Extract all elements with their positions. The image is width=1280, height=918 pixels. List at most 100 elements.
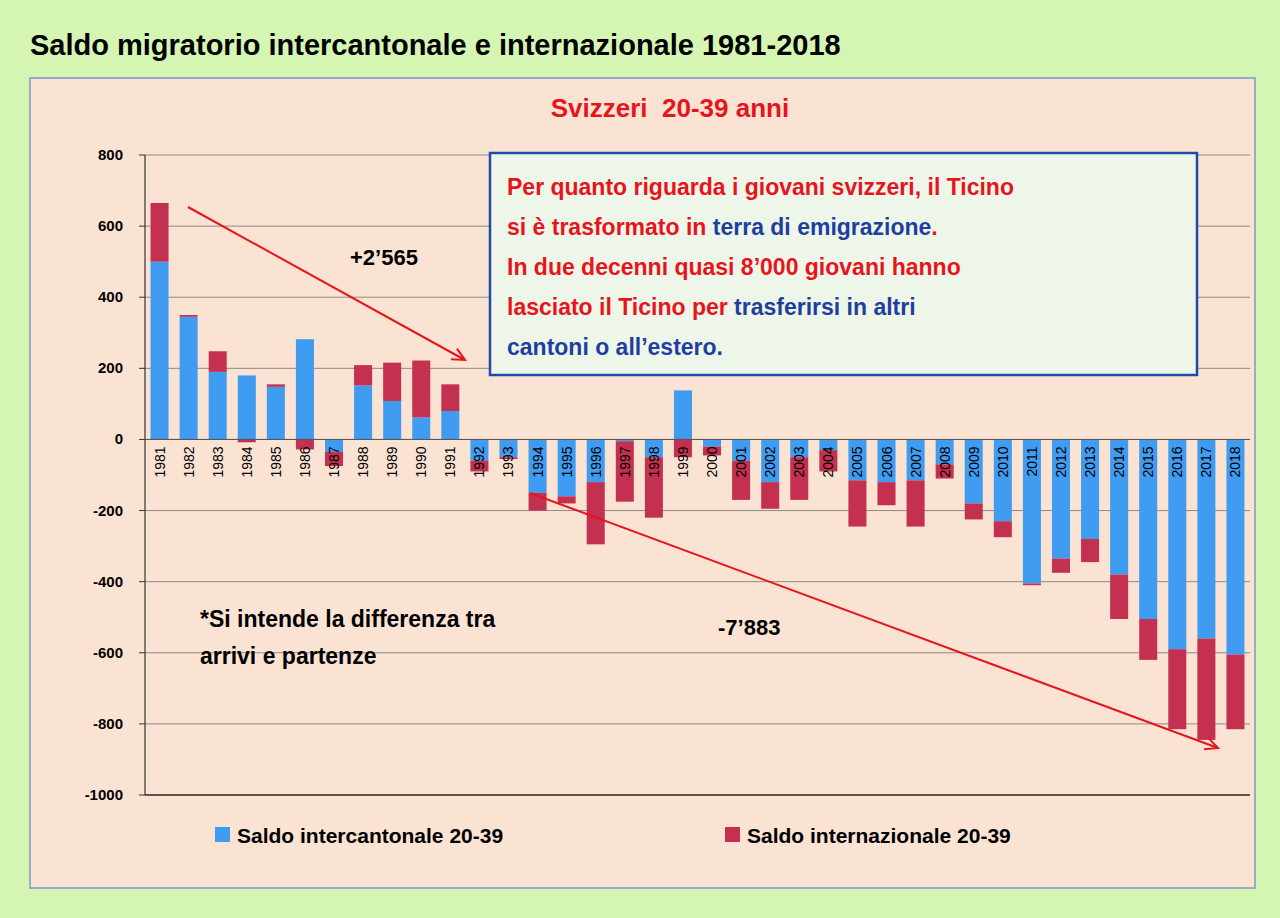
y-tick-label: -200 — [93, 502, 123, 519]
text-box-segment: . — [931, 214, 937, 240]
bar — [296, 339, 314, 439]
tick-mark — [139, 297, 145, 298]
bar — [877, 439, 895, 482]
x-tick-label: 2010 — [995, 446, 1011, 477]
bar — [907, 439, 925, 480]
bar — [994, 439, 1012, 521]
bar — [587, 439, 605, 482]
bar — [441, 411, 459, 439]
bar — [558, 496, 576, 503]
bar — [1168, 649, 1186, 729]
x-tick-label: 2004 — [820, 446, 836, 477]
bar — [354, 365, 372, 385]
legend-label: Saldo intercantonale 20-39 — [237, 824, 503, 847]
tick-mark — [139, 795, 145, 796]
x-tick-label: 2006 — [879, 446, 895, 477]
x-tick-label: 2008 — [937, 446, 953, 477]
text-box — [490, 153, 1197, 375]
bar — [180, 315, 198, 317]
bar — [907, 480, 925, 526]
x-tick-label: 1988 — [355, 446, 371, 477]
x-tick-label: 1994 — [530, 446, 546, 477]
bar — [180, 317, 198, 440]
bar — [1081, 439, 1099, 539]
x-tick-label: 2000 — [704, 446, 720, 477]
bar — [877, 482, 895, 505]
y-tick-label: 0 — [115, 430, 123, 447]
text-box-line: Per quanto riguarda i giovani svizzeri, … — [507, 174, 1014, 200]
x-tick-label: 1993 — [500, 446, 516, 477]
bar — [848, 480, 866, 526]
bar — [587, 482, 605, 544]
bar — [151, 203, 169, 262]
grid-line — [145, 439, 1250, 440]
bar — [761, 439, 779, 482]
bar — [1139, 619, 1157, 660]
text-box-line: In due decenni quasi 8’000 giovani hanno — [507, 254, 961, 280]
arrow — [530, 493, 1218, 748]
x-tick-label: 1981 — [152, 446, 168, 477]
grid-line — [145, 581, 1250, 582]
text-box-line: lasciato il Ticino per trasferirsi in al… — [507, 294, 916, 320]
x-tick-label: 1984 — [239, 446, 255, 477]
tick-mark — [139, 581, 145, 582]
y-tick-label: 600 — [98, 217, 123, 234]
x-tick-label: 1996 — [588, 446, 604, 477]
bar — [412, 361, 430, 418]
bar — [238, 375, 256, 439]
title: Saldo migratorio intercantonale e intern… — [30, 29, 841, 61]
bar — [1168, 439, 1186, 649]
x-tick-label: 2003 — [791, 446, 807, 477]
tick-mark — [139, 510, 145, 511]
x-tick-label: 1986 — [297, 446, 313, 477]
x-tick-label: 1995 — [559, 446, 575, 477]
x-tick-label: 1991 — [442, 446, 458, 477]
bar — [1023, 583, 1041, 585]
bar — [1110, 575, 1128, 619]
x-tick-label: 1987 — [326, 446, 342, 477]
text-box-line: cantoni o all’estero. — [507, 334, 723, 360]
bar — [1197, 639, 1215, 740]
x-tick-label: 2015 — [1140, 446, 1156, 477]
arrow-head — [451, 349, 465, 360]
x-tick-label: 2016 — [1169, 446, 1185, 477]
bar — [354, 385, 372, 439]
tick-mark — [139, 439, 145, 440]
x-tick-label: 2018 — [1227, 446, 1243, 477]
bar — [1110, 439, 1128, 574]
bar — [209, 351, 227, 372]
text-box-segment: In due decenni quasi 8’000 giovani hanno — [507, 254, 961, 280]
bar — [965, 439, 983, 503]
x-tick-label: 2014 — [1111, 446, 1127, 477]
x-tick-label: 2013 — [1082, 446, 1098, 477]
x-tick-label: 2009 — [966, 446, 982, 477]
bar — [1081, 539, 1099, 562]
x-tick-label: 2007 — [908, 446, 924, 477]
bar — [994, 521, 1012, 537]
text-box-segment: trasferirsi in altri — [734, 294, 916, 320]
x-tick-label: 1990 — [413, 446, 429, 477]
x-tick-label: 1998 — [646, 446, 662, 477]
tick-mark — [139, 226, 145, 227]
annotation: +2’565 — [350, 245, 418, 270]
bar — [267, 384, 285, 386]
x-tick-label: 2001 — [733, 446, 749, 477]
legend-swatch — [215, 827, 230, 842]
y-tick-label: 400 — [98, 288, 123, 305]
bar — [1139, 439, 1157, 619]
subtitle: Svizzeri 20-39 anni — [551, 93, 789, 123]
tick-mark — [139, 155, 145, 156]
zero-line — [145, 439, 1250, 440]
text-box-segment: cantoni o all’estero. — [507, 334, 723, 360]
legend-label: Saldo internazionale 20-39 — [747, 824, 1011, 847]
bar — [1052, 559, 1070, 573]
panel — [30, 78, 1255, 888]
bar — [558, 439, 576, 496]
x-tick-label: 1989 — [384, 446, 400, 477]
grid-line — [145, 723, 1250, 724]
background — [0, 0, 1280, 918]
bar — [848, 439, 866, 480]
chart: Saldo migratorio intercantonale e intern… — [0, 0, 1280, 918]
arrow — [188, 207, 465, 360]
y-tick-label: 800 — [98, 146, 123, 163]
